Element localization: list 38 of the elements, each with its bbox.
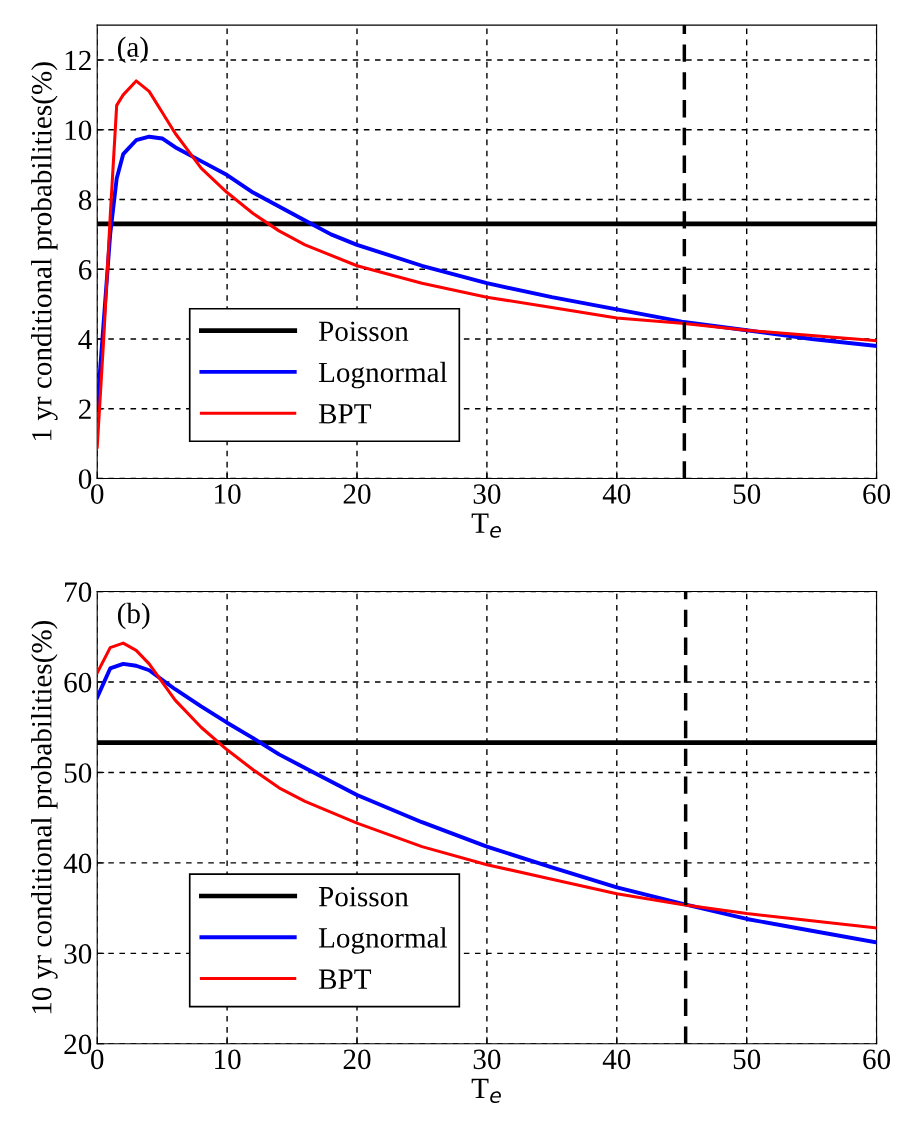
- y-tick-label: 40: [63, 853, 92, 874]
- annotation: (b): [117, 602, 150, 630]
- x-axis-title: T$_{e}$: [471, 513, 501, 538]
- y-tick-label: 20: [64, 1034, 92, 1055]
- y-axis-title: 10 yr conditional probabilities(%): [31, 620, 58, 1014]
- legend-label: Poisson: [318, 321, 409, 342]
- y-tick-label: 2: [79, 399, 91, 419]
- legend-label: Lognormal: [318, 361, 448, 389]
- legend-label: BPT: [318, 969, 372, 989]
- y-tick-label: 4: [78, 329, 92, 350]
- x-tick-label: 30: [473, 484, 501, 504]
- x-tick-label: 50: [733, 484, 761, 504]
- x-tick-label: 20: [343, 1049, 371, 1070]
- y-axis-title: 1 yr conditional probabilities(%): [31, 62, 58, 440]
- annotation: (a): [117, 36, 148, 63]
- x-tick-label: 30: [473, 1049, 501, 1070]
- x-tick-label: 10: [215, 1049, 241, 1070]
- x-tick-label: 40: [602, 484, 631, 504]
- y-tick-label: 12: [65, 50, 91, 71]
- legend-label: Poisson: [318, 886, 409, 907]
- y-tick-label: 6: [79, 260, 92, 280]
- y-tick-label: 8: [78, 190, 92, 210]
- x-tick-label: 50: [733, 1049, 761, 1070]
- x-axis-title: T$_{e}$: [471, 1078, 501, 1104]
- y-tick-label: 70: [65, 582, 92, 602]
- y-tick-label: 0: [78, 469, 92, 489]
- x-tick-label: 60: [863, 484, 891, 504]
- y-tick-label: 10: [65, 120, 92, 141]
- y-tick-label: 60: [64, 672, 92, 693]
- legend-label: BPT: [318, 404, 372, 424]
- y-tick-label: 30: [64, 944, 92, 964]
- legend-label: Lognormal: [318, 927, 448, 954]
- x-tick-label: 40: [602, 1049, 631, 1070]
- x-tick-label: 20: [343, 484, 371, 504]
- x-tick-label: 10: [215, 484, 241, 504]
- line-series: [97, 79, 877, 449]
- x-tick-label: 60: [863, 1049, 891, 1070]
- y-tick-label: 50: [64, 763, 92, 783]
